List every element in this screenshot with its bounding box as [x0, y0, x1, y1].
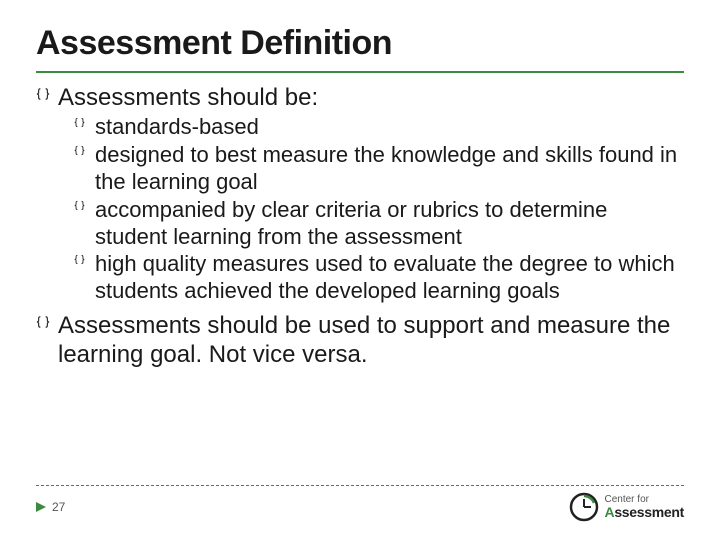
footer: 27 Center for Assessment: [0, 485, 720, 522]
page-number: 27: [52, 500, 65, 514]
title-underline: [36, 71, 684, 73]
sub-list-item: accompanied by clear criteria or rubrics…: [74, 197, 684, 251]
brace-bullet-icon: [36, 315, 50, 329]
sub-list-item: high quality measures used to evaluate t…: [74, 251, 684, 305]
brace-bullet-icon: [74, 254, 85, 265]
brace-bullet-icon: [74, 145, 85, 156]
top-list-item: Assessments should be used to support an…: [36, 311, 684, 370]
sub-list-item: designed to best measure the knowledge a…: [74, 142, 684, 196]
footer-row: 27 Center for Assessment: [36, 492, 684, 522]
page-marker: 27: [36, 500, 65, 514]
top-list-item: Assessments should be:: [36, 83, 684, 112]
logo-line2: Assessment: [605, 505, 685, 519]
brace-bullet-icon: [36, 87, 50, 101]
page-triangle-icon: [36, 502, 46, 512]
sub-item-text: designed to best measure the knowledge a…: [95, 142, 684, 196]
logo: Center for Assessment: [569, 492, 685, 522]
footer-divider: [36, 485, 684, 486]
sub-list: standards-baseddesigned to best measure …: [74, 114, 684, 305]
sub-item-text: standards-based: [95, 114, 259, 141]
brace-bullet-icon: [74, 117, 85, 128]
logo-line2-rest: ssessment: [614, 504, 684, 520]
logo-line2-accent: A: [605, 504, 615, 520]
slide: Assessment Definition Assessments should…: [0, 0, 720, 540]
top-item-text: Assessments should be used to support an…: [58, 311, 684, 370]
slide-title: Assessment Definition: [36, 24, 684, 63]
content-list: Assessments should be:standards-baseddes…: [36, 83, 684, 370]
sub-item-text: high quality measures used to evaluate t…: [95, 251, 684, 305]
sub-list-item: standards-based: [74, 114, 684, 141]
top-item-text: Assessments should be:: [58, 83, 318, 112]
logo-icon: [569, 492, 599, 522]
brace-bullet-icon: [74, 200, 85, 211]
sub-item-text: accompanied by clear criteria or rubrics…: [95, 197, 684, 251]
logo-text: Center for Assessment: [605, 495, 685, 519]
